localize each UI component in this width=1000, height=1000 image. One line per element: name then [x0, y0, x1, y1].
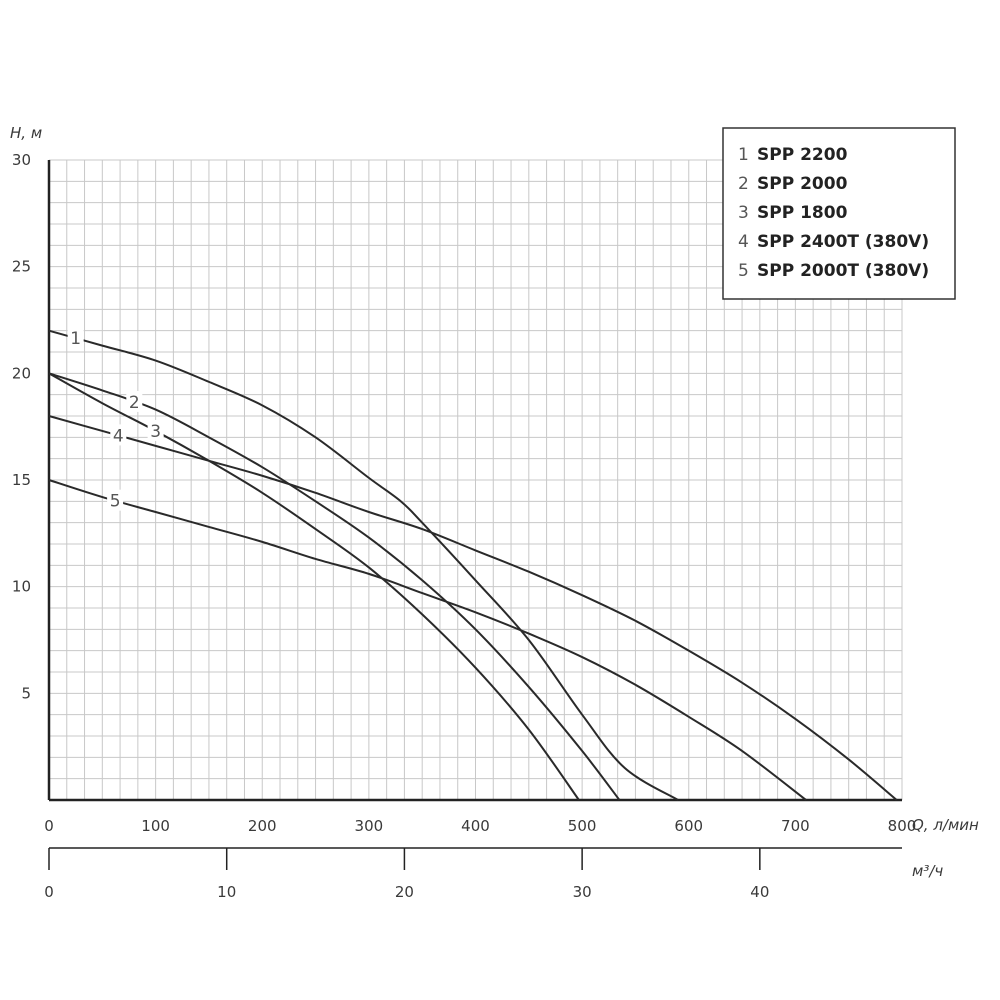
x-tick-label: 700: [781, 817, 810, 835]
legend-number: 2: [738, 174, 749, 194]
legend-label: SPP 2000: [757, 174, 848, 194]
curve-label-4: 4: [113, 426, 124, 446]
legend-number: 5: [738, 261, 749, 281]
legend-label: SPP 1800: [757, 203, 848, 223]
curve-series-5: [48, 479, 807, 801]
x-tick-label: 0: [44, 817, 54, 835]
curve-label-bg: [67, 327, 84, 349]
curve-label-bg: [110, 424, 127, 446]
x2-axis-title: м³/ч: [912, 862, 943, 880]
x-axis-title: Q, л/мин: [912, 816, 979, 834]
legend-box: [722, 127, 956, 300]
curve-series-1: [48, 329, 679, 801]
curve-series-4: [48, 415, 898, 801]
y-axis-title: Н, м: [10, 124, 42, 142]
legend-number: 3: [738, 203, 749, 223]
x2-tick-label: 20: [395, 883, 414, 901]
x-tick-label: 400: [461, 817, 490, 835]
curve-label-bg: [147, 419, 164, 441]
x-tick-label: 600: [674, 817, 703, 835]
y-tick-label: 5: [21, 684, 31, 702]
x-tick-label: 500: [568, 817, 597, 835]
x2-tick-label: 0: [44, 883, 54, 901]
curve-label-1: 1: [70, 329, 81, 349]
chart-curves: [48, 329, 898, 801]
curve-label-bg: [126, 390, 143, 412]
y-tick-label: 30: [12, 151, 31, 169]
chart-grid: [48, 159, 903, 801]
x2-tick-label: 30: [573, 883, 592, 901]
x-tick-label: 100: [141, 817, 170, 835]
y-tick-label: 15: [12, 471, 31, 489]
curve-label-3: 3: [150, 422, 161, 442]
x-tick-label: 800: [888, 817, 917, 835]
legend: 1 SPP 2200 2 SPP 2000 3 SPP 1800 4 SPP 2400T (3…: [722, 127, 956, 300]
x-tick-label: 300: [355, 817, 384, 835]
legend-label: SPP 2400T (380V): [757, 232, 929, 252]
y-tick-label: 10: [12, 578, 31, 596]
x-tick-label: 200: [248, 817, 277, 835]
y-tick-label: 25: [12, 258, 31, 276]
x2-tick-label: 10: [217, 883, 236, 901]
curve-label-2: 2: [129, 393, 140, 413]
curve-label-5: 5: [110, 492, 121, 512]
legend-number: 4: [738, 232, 749, 252]
curve-label-bg: [107, 489, 124, 511]
y-tick-label: 20: [12, 364, 31, 382]
x2-tick-label: 40: [750, 883, 769, 901]
legend-number: 1: [738, 145, 749, 165]
legend-label: SPP 2200: [757, 145, 848, 165]
curve-series-2: [48, 372, 621, 801]
legend-label: SPP 2000T (380V): [757, 261, 929, 281]
